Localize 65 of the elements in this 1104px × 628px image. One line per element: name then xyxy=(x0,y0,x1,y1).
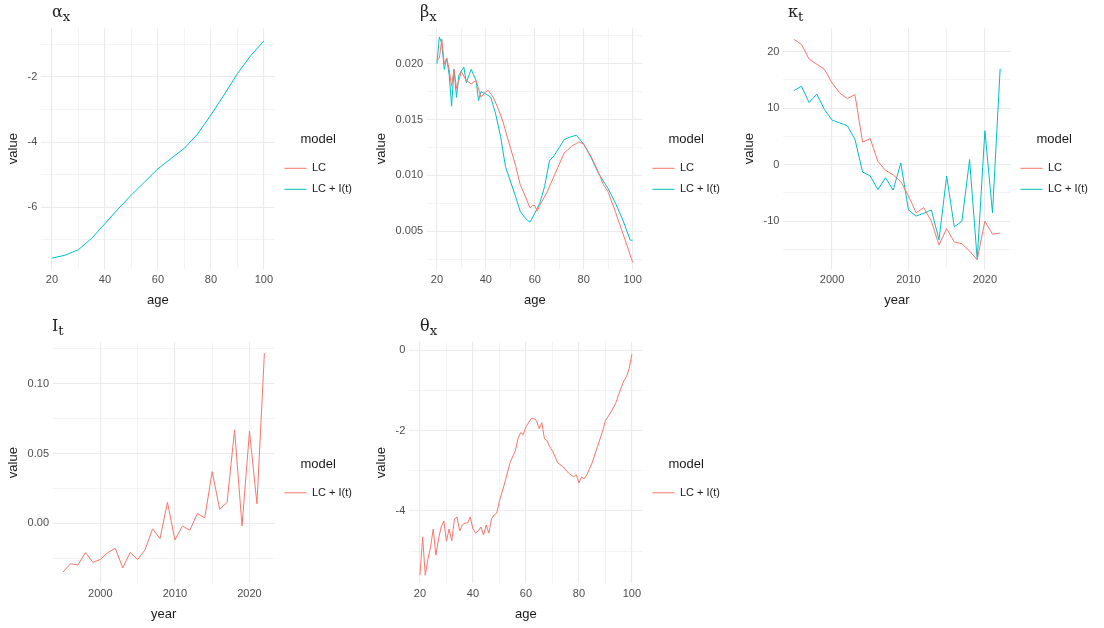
x-axis-title: age xyxy=(147,291,169,307)
x-tick-label: 2000 xyxy=(88,586,113,599)
chart-title: θ$_{x}$ xyxy=(420,316,438,339)
x-tick-label: 100 xyxy=(623,272,642,285)
x-tick-label: 2010 xyxy=(162,586,188,599)
y-tick-label: 0 xyxy=(399,343,406,356)
x-tick-label: 2000 xyxy=(819,272,845,285)
legend-label: LC + I(t) xyxy=(311,182,353,195)
y-tick-label: 0 xyxy=(773,157,780,170)
x-tick-label: 40 xyxy=(466,586,480,599)
x-tick-label: 40 xyxy=(98,272,112,285)
legend-label: LC + I(t) xyxy=(311,485,353,498)
legend-title: model xyxy=(300,455,337,471)
legend-label: LC + I(t) xyxy=(679,485,721,498)
y-tick-label: 0.00 xyxy=(27,516,50,529)
x-axis-title: age xyxy=(523,291,546,307)
legend-label: LC xyxy=(1047,161,1063,174)
y-axis-title: value xyxy=(5,133,21,165)
legend-label: LC xyxy=(311,161,327,174)
y-axis-title: value xyxy=(741,133,757,165)
y-axis-title: value xyxy=(373,447,389,479)
legend-label: LC + I(t) xyxy=(1047,182,1089,195)
y-tick-label: -2 xyxy=(395,423,406,436)
x-axis-title: year xyxy=(884,291,911,307)
x-tick-label: 80 xyxy=(204,272,218,285)
x-tick-label: 100 xyxy=(254,272,274,285)
y-tick-label: -2 xyxy=(27,69,38,82)
x-tick-label: 60 xyxy=(151,272,165,285)
x-tick-label: 2010 xyxy=(896,272,921,285)
y-tick-label: 20 xyxy=(767,44,780,57)
y-tick-label: 10 xyxy=(767,101,780,114)
x-tick-label: 60 xyxy=(519,586,533,599)
y-tick-label: 0.015 xyxy=(395,112,424,125)
legend-title: model xyxy=(1036,131,1073,147)
x-tick-label: 40 xyxy=(479,272,492,285)
chart-title: I$_{t}$ xyxy=(52,316,64,339)
chart-title: κ$_{t}$ xyxy=(788,2,804,25)
y-tick-label: 0.05 xyxy=(27,446,50,459)
x-tick-label: 20 xyxy=(430,272,444,285)
y-tick-label: 0.10 xyxy=(27,376,50,389)
x-tick-label: 100 xyxy=(622,586,642,599)
legend-title: model xyxy=(668,455,705,471)
x-axis-title: age xyxy=(515,605,537,621)
y-tick-label: 0.020 xyxy=(395,56,424,69)
y-tick-label: -4 xyxy=(395,503,406,516)
y-tick-label: 0.010 xyxy=(395,168,424,181)
x-axis-title: year xyxy=(151,605,178,621)
y-axis-title: value xyxy=(373,133,389,165)
legend-title: model xyxy=(668,131,705,147)
x-tick-label: 2020 xyxy=(237,586,262,599)
legend-label: LC xyxy=(679,161,695,174)
chart-title: β$_{x}$ xyxy=(420,2,437,25)
y-tick-label: 0.005 xyxy=(395,224,424,237)
x-tick-label: 60 xyxy=(528,272,541,285)
y-tick-label: -4 xyxy=(27,135,38,148)
y-axis-title: value xyxy=(5,447,21,479)
y-tick-label: -6 xyxy=(27,200,38,213)
legend-label: LC + I(t) xyxy=(679,182,721,195)
y-tick-label: -10 xyxy=(763,214,780,227)
x-tick-label: 2020 xyxy=(972,272,998,285)
x-tick-label: 80 xyxy=(572,586,586,599)
legend-title: model xyxy=(300,131,337,147)
chart-title: α$_{x}$ xyxy=(52,2,71,25)
x-tick-label: 20 xyxy=(45,272,59,285)
x-tick-label: 80 xyxy=(577,272,590,285)
